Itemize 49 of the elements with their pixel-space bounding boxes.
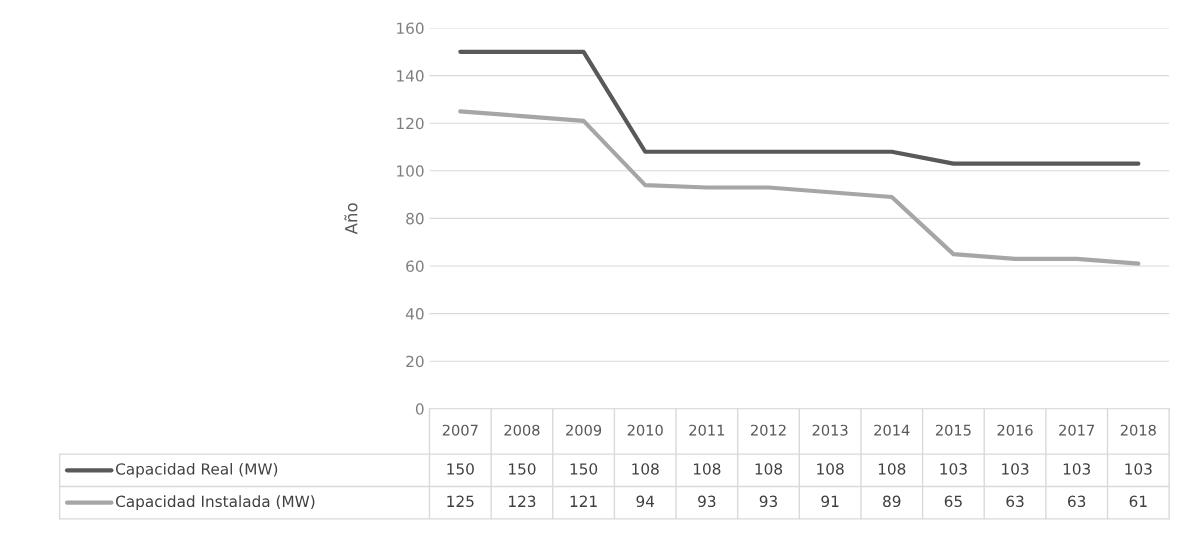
x-tick-label: 2012 xyxy=(751,424,786,436)
x-tick-label: 2017 xyxy=(1059,424,1094,436)
data-label: 108 xyxy=(632,463,659,475)
line-series xyxy=(458,109,1141,266)
data-label: 108 xyxy=(755,463,783,475)
y-tick-label: 0 xyxy=(415,403,424,415)
data-label: 108 xyxy=(878,463,906,475)
data-label: 63 xyxy=(1068,495,1086,508)
data-label: 121 xyxy=(570,495,597,507)
data-label: 63 xyxy=(1006,495,1024,508)
data-label: 150 xyxy=(570,463,598,475)
x-tick-label: 2010 xyxy=(627,424,663,436)
data-label: 94 xyxy=(636,495,655,508)
y-tick-label: 20 xyxy=(406,355,424,368)
data-label: 93 xyxy=(759,495,777,508)
data-label: 125 xyxy=(447,495,474,508)
data-label: 108 xyxy=(693,463,721,475)
y-tick-label: 120 xyxy=(397,117,424,130)
data-label: 91 xyxy=(821,495,839,508)
data-label: 150 xyxy=(447,463,474,475)
data-label: 150 xyxy=(509,463,536,475)
data-label: 93 xyxy=(698,495,716,508)
data-label: 103 xyxy=(940,463,967,475)
data-label: 65 xyxy=(944,495,962,508)
data-label: 103 xyxy=(1125,463,1152,475)
y-tick-label: 160 xyxy=(397,22,424,35)
x-tick-label: 2009 xyxy=(566,424,602,436)
legend-label: Capacidad Instalada (MW) xyxy=(115,495,315,511)
data-label: 123 xyxy=(509,495,536,508)
y-tick-label: 80 xyxy=(406,212,424,225)
y-tick-label: 100 xyxy=(397,165,424,177)
y-axis-title: Año xyxy=(344,203,358,235)
x-tick-label: 2007 xyxy=(442,424,478,436)
x-tick-label: 2008 xyxy=(504,424,540,436)
x-tick-label: 2016 xyxy=(997,424,1033,436)
data-label: 61 xyxy=(1129,495,1147,508)
y-tick-label: 40 xyxy=(405,308,424,320)
data-label: 103 xyxy=(1002,463,1029,475)
data-label: 103 xyxy=(1063,463,1091,475)
x-tick-label: 2011 xyxy=(689,424,725,436)
data-label: 108 xyxy=(817,463,844,475)
x-tick-label: 2014 xyxy=(874,424,910,436)
y-tick-label: 60 xyxy=(406,260,424,273)
x-tick-label: 2018 xyxy=(1120,424,1156,436)
data-label: 89 xyxy=(883,495,901,508)
x-tick-label: 2015 xyxy=(935,424,971,436)
x-tick-label: 2013 xyxy=(812,424,848,436)
legend-label: Capacidad Real (MW) xyxy=(115,462,278,478)
y-tick-label: 140 xyxy=(397,70,424,82)
